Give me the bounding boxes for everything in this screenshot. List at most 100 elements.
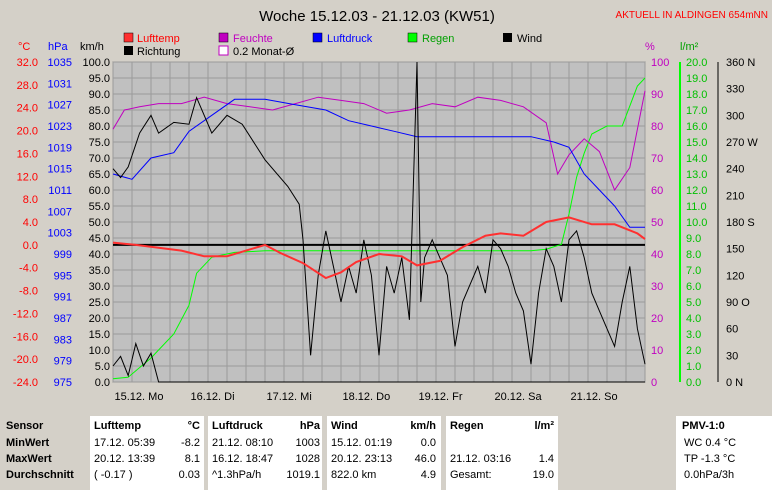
legend: Lufttemp Feuchte Luftdruck Regen Wind Ri… [123, 32, 542, 58]
x-axis-labels: 15.12. Mo 16.12. Di 17.12. Mi 18.12. Do 19.1… [115, 391, 618, 403]
tick-label-temp: -24.0 [13, 377, 38, 389]
tick-label-rain: 8.0 [686, 249, 701, 261]
tick-label-wind: 30.0 [89, 281, 110, 293]
legend-swatch-richtung [124, 46, 133, 55]
legend-swatch-wind [503, 33, 512, 42]
status-label: AKTUELL IN ALDINGEN 654mNN [616, 10, 768, 21]
table-cell-pressure-time: 16.12. 18:47 [212, 453, 274, 465]
table-header-pressure: Luftdruck [212, 420, 263, 432]
table-header-temp: Lufttemp [94, 420, 142, 432]
table-header-rain: Regen [450, 420, 484, 432]
tick-label-wind: 35.0 [89, 265, 110, 277]
tick-label-pressure: 1027 [48, 100, 72, 112]
tick-label-wind: 65.0 [89, 169, 110, 181]
table-header-temp-unit: °C [187, 420, 200, 432]
tick-label-direction: 330 [726, 84, 744, 96]
x-tick-label: 19.12. Fr [419, 391, 463, 403]
tick-label-wind: 0.0 [95, 377, 110, 389]
table-bg-col4 [446, 416, 558, 490]
tick-label-wind: 75.0 [89, 137, 110, 149]
series-feuchte [112, 90, 646, 192]
tick-label-wind: 90.0 [89, 89, 110, 101]
legend-label-regen: Regen [422, 33, 454, 45]
tick-label-wind: 15.0 [89, 329, 110, 341]
tick-label-humidity: 70 [651, 153, 663, 165]
tick-label-humidity: 0 [651, 377, 657, 389]
table-cell-pmv: TP -1.3 °C [684, 453, 736, 465]
tick-label-rain: 20.0 [686, 57, 707, 69]
grid [112, 61, 646, 383]
x-tick-label: 21.12. So [571, 391, 618, 403]
tick-label-direction: 90 O [726, 297, 750, 309]
tick-label-humidity: 10 [651, 345, 663, 357]
table-row-label: Durchschnitt [6, 469, 74, 481]
legend-label-wind: Wind [517, 33, 542, 45]
tick-label-rain: 11.0 [686, 201, 707, 213]
tick-label-temp: 8.0 [23, 194, 38, 206]
table-cell-pressure-time: 21.12. 08:10 [212, 437, 274, 449]
table-cell-temp-value: -8.2 [181, 437, 200, 449]
tick-label-direction: 210 [726, 190, 744, 202]
tick-label-direction: 240 [726, 164, 744, 176]
tick-label-rain: 7.0 [686, 265, 701, 277]
tick-label-wind: 10.0 [89, 345, 110, 357]
tick-label-direction: 120 [726, 270, 744, 282]
series-regen [112, 77, 646, 380]
table-cell-pressure-value: 1019.1 [286, 469, 320, 481]
tick-label-humidity: 30 [651, 281, 663, 293]
tick-label-wind: 95.0 [89, 73, 110, 85]
tick-label-rain: 18.0 [686, 89, 707, 101]
table-bg-col5 [676, 416, 772, 490]
table-bg-col2 [208, 416, 322, 490]
tick-label-direction: 0 N [726, 377, 743, 389]
x-tick-label: 16.12. Di [191, 391, 235, 403]
tick-label-temp: -8.0 [19, 286, 38, 298]
tick-label-humidity: 80 [651, 121, 663, 133]
tick-label-wind: 20.0 [89, 313, 110, 325]
table-cell-pressure-time: ^1.3hPa/h [212, 469, 262, 481]
tick-label-wind: 50.0 [89, 217, 110, 229]
table-header-wind: Wind [331, 420, 358, 432]
axis-unit-pressure: hPa [48, 41, 68, 53]
table-header-wind-unit: km/h [410, 420, 436, 432]
tick-label-humidity: 40 [651, 249, 663, 261]
tick-label-pressure: 991 [54, 292, 72, 304]
table-cell-temp-time: ( -0.17 ) [94, 469, 133, 481]
table-cell-wind-time: 20.12. 23:13 [331, 453, 393, 465]
tick-label-direction: 60 [726, 324, 738, 336]
tick-label-temp: 4.0 [23, 217, 38, 229]
tick-label-pressure: 983 [54, 334, 72, 346]
tick-label-temp: 12.0 [17, 171, 38, 183]
series-luftdruck [112, 98, 645, 228]
tick-label-pressure: 995 [54, 270, 72, 282]
tick-label-pressure: 1035 [48, 57, 72, 69]
legend-swatch-monat [218, 45, 229, 56]
table-cell-temp-time: 17.12. 05:39 [94, 437, 156, 449]
tick-label-pressure: 1011 [48, 185, 72, 197]
x-tick-label: 20.12. Sa [495, 391, 543, 403]
table-cell-pmv: WC 0.4 °C [684, 437, 737, 449]
series-richtung [112, 61, 646, 365]
tick-label-rain: 4.0 [686, 313, 701, 325]
tick-label-humidity: 60 [651, 185, 663, 197]
tick-label-direction: 300 [726, 110, 744, 122]
table-header-rain-unit: l/m² [534, 420, 554, 432]
tick-label-wind: 60.0 [89, 185, 110, 197]
series-wind [112, 341, 645, 383]
tick-label-temp: 0.0 [23, 240, 38, 252]
tick-label-direction: 270 W [726, 137, 758, 149]
legend-label-feuchte: Feuchte [233, 33, 273, 45]
table-cell-rain-value: 1.4 [538, 453, 554, 465]
legend-label-richtung: Richtung [137, 46, 180, 58]
table-cell-rain-time: Gesamt: [450, 469, 492, 481]
tick-label-rain: 3.0 [686, 329, 701, 341]
x-tick-label: 18.12. Do [343, 391, 391, 403]
table-cell-rain-time: 21.12. 03:16 [450, 453, 512, 465]
tick-label-pressure: 1019 [48, 142, 72, 154]
table-cell-pressure-value: 1028 [295, 453, 320, 465]
table-header-pressure-unit: hPa [299, 420, 320, 432]
tick-label-rain: 9.0 [686, 233, 701, 245]
x-tick-label: 17.12. Mi [267, 391, 312, 403]
legend-swatch-luftdruck [312, 32, 323, 43]
legend-swatch-lufttemp [123, 32, 134, 43]
